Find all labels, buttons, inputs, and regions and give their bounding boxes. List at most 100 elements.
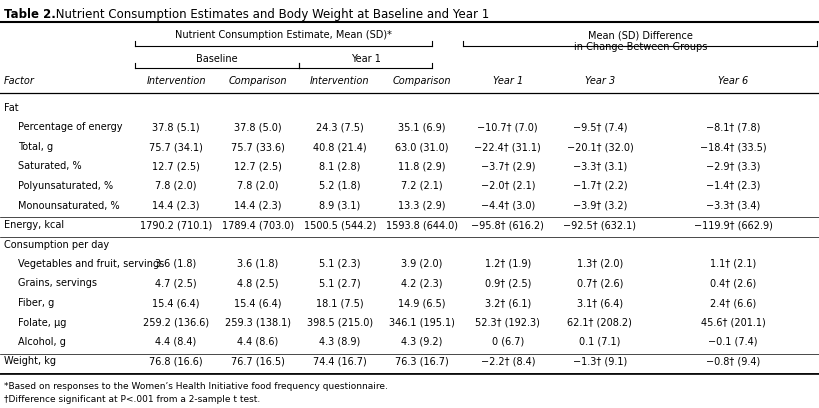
Text: −3.9† (3.2): −3.9† (3.2) — [572, 200, 627, 211]
Text: −95.8† (616.2): −95.8† (616.2) — [472, 220, 544, 230]
Text: Percentage of energy: Percentage of energy — [18, 122, 123, 133]
Text: 5.1 (2.3): 5.1 (2.3) — [319, 259, 360, 269]
Text: Comparison: Comparison — [392, 76, 451, 86]
Text: −3.7† (2.9): −3.7† (2.9) — [481, 162, 535, 171]
Text: Polyunsaturated, %: Polyunsaturated, % — [18, 181, 113, 191]
Text: −1.3† (9.1): −1.3† (9.1) — [572, 357, 627, 366]
Text: Factor: Factor — [4, 76, 35, 86]
Text: 7.2 (2.1): 7.2 (2.1) — [401, 181, 442, 191]
Text: 14.9 (6.5): 14.9 (6.5) — [398, 298, 446, 308]
Text: 3.6 (1.8): 3.6 (1.8) — [156, 259, 197, 269]
Text: 3.6 (1.8): 3.6 (1.8) — [238, 259, 278, 269]
Text: −1.4† (2.3): −1.4† (2.3) — [706, 181, 760, 191]
Text: 0.4† (2.6): 0.4† (2.6) — [710, 279, 756, 288]
Text: 8.9 (3.1): 8.9 (3.1) — [319, 200, 360, 211]
Text: Baseline: Baseline — [197, 54, 238, 64]
Text: Consumption per day: Consumption per day — [4, 239, 109, 250]
Text: −1.7† (2.2): −1.7† (2.2) — [572, 181, 627, 191]
Text: 3.2† (6.1): 3.2† (6.1) — [485, 298, 531, 308]
Text: 259.2 (136.6): 259.2 (136.6) — [143, 317, 209, 328]
Text: Weight, kg: Weight, kg — [4, 357, 56, 366]
Text: 3.1† (6.4): 3.1† (6.4) — [577, 298, 623, 308]
Text: 8.1 (2.8): 8.1 (2.8) — [319, 162, 360, 171]
Text: Year 1: Year 1 — [493, 76, 523, 86]
Text: 2.4† (6.6): 2.4† (6.6) — [710, 298, 756, 308]
Text: Mean (SD) Difference
in Change Between Groups: Mean (SD) Difference in Change Between G… — [574, 30, 708, 51]
Text: 1593.8 (644.0): 1593.8 (644.0) — [386, 220, 458, 230]
Text: 1.3† (2.0): 1.3† (2.0) — [577, 259, 623, 269]
Text: −0.1 (7.4): −0.1 (7.4) — [708, 337, 758, 347]
Text: 76.3 (16.7): 76.3 (16.7) — [395, 357, 449, 366]
Text: 1.1† (2.1): 1.1† (2.1) — [710, 259, 756, 269]
Text: Intervention: Intervention — [147, 76, 206, 86]
Text: 1.2† (1.9): 1.2† (1.9) — [485, 259, 531, 269]
Text: Fiber, g: Fiber, g — [18, 298, 54, 308]
Text: *Based on responses to the Women’s Health Initiative food frequency questionnair: *Based on responses to the Women’s Healt… — [4, 382, 388, 391]
Text: 63.0 (31.0): 63.0 (31.0) — [395, 142, 449, 152]
Text: −92.5† (632.1): −92.5† (632.1) — [563, 220, 636, 230]
Text: Monounsaturated, %: Monounsaturated, % — [18, 200, 120, 211]
Text: 398.5 (215.0): 398.5 (215.0) — [307, 317, 373, 328]
Text: 0.7† (2.6): 0.7† (2.6) — [577, 279, 623, 288]
Text: 259.3 (138.1): 259.3 (138.1) — [225, 317, 291, 328]
Text: 4.2 (2.3): 4.2 (2.3) — [401, 279, 442, 288]
Text: 15.4 (6.4): 15.4 (6.4) — [234, 298, 282, 308]
Text: 18.1 (7.5): 18.1 (7.5) — [316, 298, 364, 308]
Text: Alcohol, g: Alcohol, g — [18, 337, 66, 347]
Text: 1500.5 (544.2): 1500.5 (544.2) — [304, 220, 376, 230]
Text: 76.7 (16.5): 76.7 (16.5) — [231, 357, 285, 366]
Text: −9.5† (7.4): −9.5† (7.4) — [572, 122, 627, 133]
Text: −3.3† (3.4): −3.3† (3.4) — [706, 200, 760, 211]
Text: 4.4 (8.4): 4.4 (8.4) — [156, 337, 197, 347]
Text: 74.4 (16.7): 74.4 (16.7) — [313, 357, 367, 366]
Text: 75.7 (34.1): 75.7 (34.1) — [149, 142, 203, 152]
Text: 37.8 (5.0): 37.8 (5.0) — [234, 122, 282, 133]
Text: Year 1: Year 1 — [351, 54, 381, 64]
Text: −10.7† (7.0): −10.7† (7.0) — [477, 122, 538, 133]
Text: 12.7 (2.5): 12.7 (2.5) — [234, 162, 282, 171]
Text: 4.3 (8.9): 4.3 (8.9) — [319, 337, 360, 347]
Text: −3.3† (3.1): −3.3† (3.1) — [572, 162, 627, 171]
Text: 4.4 (8.6): 4.4 (8.6) — [238, 337, 278, 347]
Text: 0.1 (7.1): 0.1 (7.1) — [579, 337, 621, 347]
Text: Comparison: Comparison — [229, 76, 287, 86]
Text: 40.8 (21.4): 40.8 (21.4) — [313, 142, 367, 152]
Text: 7.8 (2.0): 7.8 (2.0) — [156, 181, 197, 191]
Text: Year 3: Year 3 — [585, 76, 615, 86]
Text: Saturated, %: Saturated, % — [18, 162, 82, 171]
Text: Intervention: Intervention — [310, 76, 369, 86]
Text: Total, g: Total, g — [18, 142, 53, 152]
Text: 14.4 (2.3): 14.4 (2.3) — [234, 200, 282, 211]
Text: Grains, servings: Grains, servings — [18, 279, 97, 288]
Text: 75.7 (33.6): 75.7 (33.6) — [231, 142, 285, 152]
Text: 4.7 (2.5): 4.7 (2.5) — [156, 279, 197, 288]
Text: −119.9† (662.9): −119.9† (662.9) — [694, 220, 772, 230]
Text: 4.8 (2.5): 4.8 (2.5) — [238, 279, 278, 288]
Text: 0 (6.7): 0 (6.7) — [491, 337, 524, 347]
Text: 15.4 (6.4): 15.4 (6.4) — [152, 298, 200, 308]
Text: 5.2 (1.8): 5.2 (1.8) — [319, 181, 360, 191]
Text: 14.4 (2.3): 14.4 (2.3) — [152, 200, 200, 211]
Text: 35.1 (6.9): 35.1 (6.9) — [398, 122, 446, 133]
Text: 37.8 (5.1): 37.8 (5.1) — [152, 122, 200, 133]
Text: 346.1 (195.1): 346.1 (195.1) — [389, 317, 455, 328]
Text: Nutrient Consumption Estimates and Body Weight at Baseline and Year 1: Nutrient Consumption Estimates and Body … — [52, 8, 489, 21]
Text: 24.3 (7.5): 24.3 (7.5) — [316, 122, 364, 133]
Text: 11.8 (2.9): 11.8 (2.9) — [398, 162, 446, 171]
Text: 0.9† (2.5): 0.9† (2.5) — [485, 279, 531, 288]
Text: −0.8† (9.4): −0.8† (9.4) — [706, 357, 760, 366]
Text: 1789.4 (703.0): 1789.4 (703.0) — [222, 220, 294, 230]
Text: 4.3 (9.2): 4.3 (9.2) — [401, 337, 442, 347]
Text: Table 2.: Table 2. — [4, 8, 56, 21]
Text: −20.1† (32.0): −20.1† (32.0) — [567, 142, 633, 152]
Text: 3.9 (2.0): 3.9 (2.0) — [401, 259, 442, 269]
Text: †Difference significant at P<.001 from a 2-sample t test.: †Difference significant at P<.001 from a… — [4, 395, 260, 404]
Text: 62.1† (208.2): 62.1† (208.2) — [568, 317, 632, 328]
Text: −2.0† (2.1): −2.0† (2.1) — [481, 181, 535, 191]
Text: 5.1 (2.7): 5.1 (2.7) — [319, 279, 360, 288]
Text: 76.8 (16.6): 76.8 (16.6) — [149, 357, 203, 366]
Text: 7.8 (2.0): 7.8 (2.0) — [238, 181, 278, 191]
Text: 52.3† (192.3): 52.3† (192.3) — [475, 317, 541, 328]
Text: Year 6: Year 6 — [718, 76, 748, 86]
Text: −18.4† (33.5): −18.4† (33.5) — [699, 142, 767, 152]
